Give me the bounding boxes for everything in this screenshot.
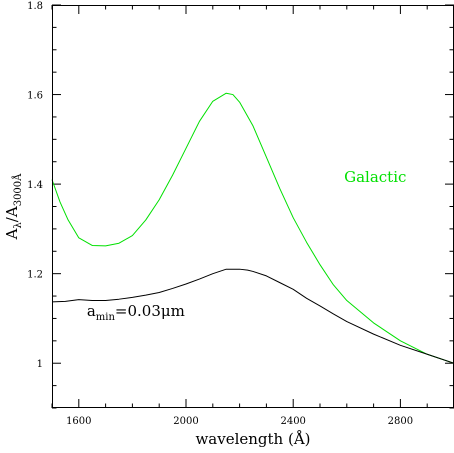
y-tick-label: 1.4: [27, 180, 43, 191]
axis-ticks: [51, 4, 454, 409]
series-lines: [51, 92, 454, 364]
y-tick-label: 1.6: [27, 91, 43, 102]
galactic-series-line: [51, 92, 454, 364]
x-tick-label: 2400: [280, 416, 305, 427]
plot-frame: [52, 5, 454, 408]
amin-annotation: amin=0.03μm: [87, 302, 185, 323]
tick-labels: 1600 2000 2400 2800 1 1.2 1.4 1.6 1.8: [27, 1, 413, 427]
amin-annotation-rest: =0.03μm: [115, 302, 185, 320]
y-axis-label-sub1: λ: [13, 222, 24, 229]
y-tick-label: 1.8: [27, 1, 43, 12]
x-tick-label: 2000: [173, 416, 198, 427]
y-axis-label-sub2: 3000Å: [12, 173, 24, 206]
y-axis-label: Aλ/A3000Å: [3, 173, 24, 241]
x-tick-label: 2800: [388, 416, 413, 427]
y-tick-label: 1.2: [27, 270, 43, 281]
amin-annotation-main: a: [87, 302, 96, 320]
x-tick-label: 1600: [66, 416, 91, 427]
amin-series-line: [51, 268, 454, 364]
amin-annotation-sub: min: [96, 312, 116, 323]
y-axis-label-main: A: [3, 228, 21, 240]
x-axis-label: wavelength (Å): [195, 430, 310, 448]
galactic-annotation: Galactic: [344, 168, 406, 186]
y-axis-label-sep: /A: [3, 206, 21, 222]
y-tick-label: 1: [37, 359, 43, 370]
